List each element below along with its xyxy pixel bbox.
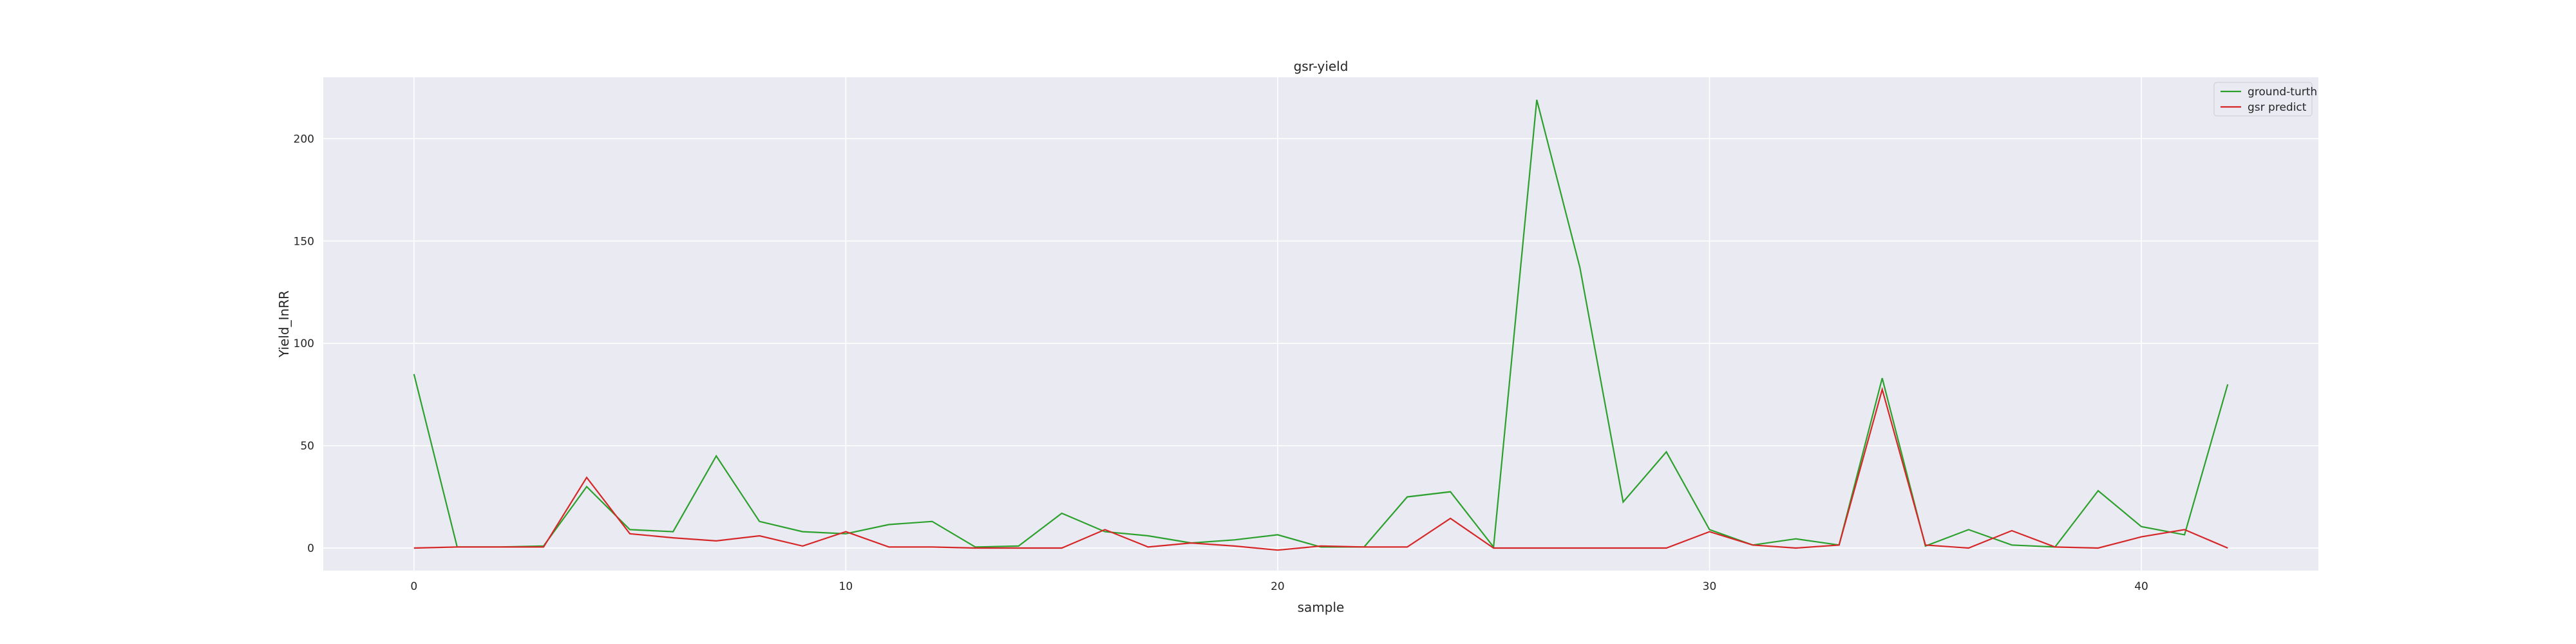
x-tick-label: 20 <box>1271 580 1285 593</box>
x-tick-label: 40 <box>2134 580 2148 593</box>
series-line-ground-turth <box>413 99 2229 549</box>
x-tick-label: 10 <box>839 580 853 593</box>
y-tick-label: 200 <box>294 133 314 146</box>
series-line-gsr-predict <box>413 386 2228 551</box>
plot-background <box>323 77 2318 571</box>
tick-labels: 0 10 20 30 40 0 50 100 150 200 <box>294 133 2148 593</box>
x-tick-label: 0 <box>410 580 417 593</box>
legend-label: gsr predict <box>2248 101 2307 114</box>
y-tick-label: 50 <box>300 440 314 453</box>
y-tick-label: 100 <box>294 337 314 350</box>
y-tick-label: 150 <box>294 235 314 248</box>
series-lines <box>413 99 2229 551</box>
legend-label: ground-turth <box>2248 86 2317 99</box>
x-axis-label: sample <box>1298 600 1345 615</box>
grid-lines <box>323 77 2318 571</box>
chart-title: gsr-yield <box>1294 59 1349 74</box>
y-axis-label: Yield_InRR <box>276 290 292 358</box>
x-tick-label: 30 <box>1703 580 1717 593</box>
legend: ground-turth gsr predict <box>2213 82 2317 117</box>
y-tick-label: 0 <box>307 542 314 555</box>
